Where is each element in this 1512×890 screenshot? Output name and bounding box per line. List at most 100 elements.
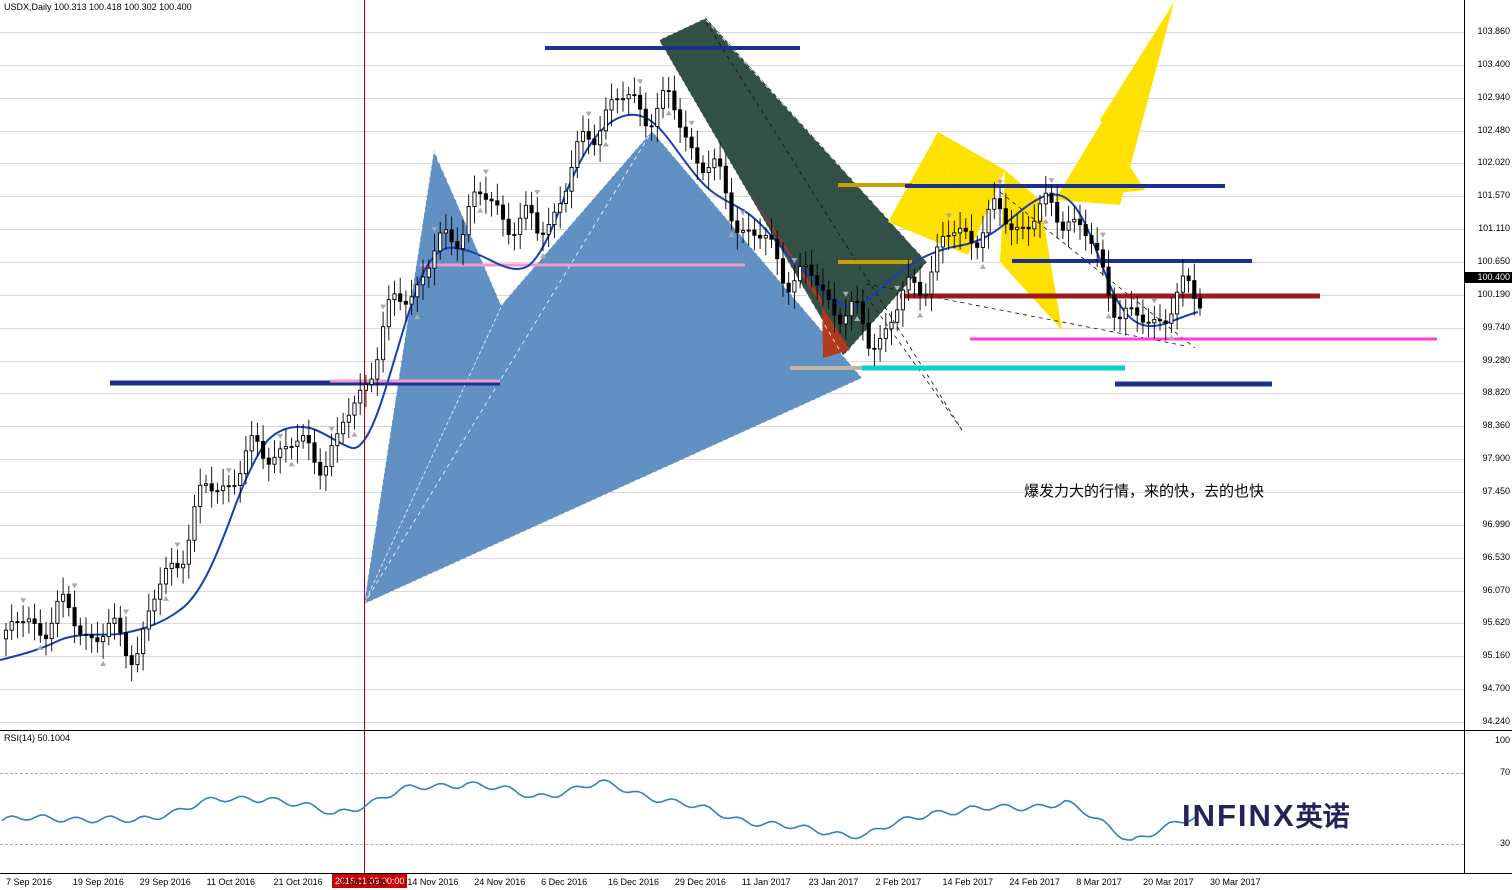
candle-body	[958, 227, 963, 234]
candle-body	[632, 94, 637, 97]
price-gridline	[0, 492, 1464, 493]
rsi-axis[interactable]	[1464, 731, 1512, 874]
vertical-marker-label: 2016.11.09 00:00	[332, 874, 408, 888]
fractal-marker	[37, 644, 44, 650]
candle-body	[700, 162, 706, 173]
price-tick: 96.070	[1482, 584, 1510, 595]
rsi-title: RSI(14) 50.1004	[4, 733, 71, 743]
last-price-label: 100.400	[1464, 272, 1512, 283]
fractal-marker	[894, 285, 901, 291]
candle-body	[1049, 192, 1054, 203]
candle-body	[512, 234, 517, 236]
fractal-markers	[20, 79, 1175, 666]
candle-body	[1140, 314, 1145, 323]
candle-body	[1123, 307, 1128, 320]
candle-body	[409, 296, 414, 305]
candle-body	[500, 204, 506, 220]
time-tick: 29 Sep 2016	[139, 877, 191, 887]
candle-body	[683, 126, 688, 138]
candle-body	[878, 337, 883, 350]
price-tick: 97.450	[1482, 486, 1510, 496]
candle-body	[169, 562, 174, 569]
candle-body	[49, 622, 54, 639]
candle-body	[335, 433, 340, 447]
fractal-marker	[1099, 232, 1106, 238]
price-tick: 95.160	[1482, 650, 1510, 661]
candle-body	[752, 229, 757, 236]
candle-body	[106, 622, 111, 638]
price-tick: 99.280	[1482, 354, 1510, 365]
fractal-marker	[739, 210, 746, 216]
candle-body	[43, 634, 49, 640]
price-tick: 95.620	[1482, 617, 1510, 628]
candle-body	[386, 299, 391, 328]
candle-body	[849, 300, 854, 317]
candle-body	[55, 600, 60, 624]
time-tick: 7 Sep 2016	[6, 877, 53, 887]
candle-body	[803, 264, 808, 267]
fractal-marker	[100, 660, 107, 666]
candle-body	[329, 445, 334, 467]
candle-body	[1197, 298, 1203, 309]
candle-body	[1026, 226, 1031, 230]
candle-body	[1175, 291, 1180, 315]
candle-body	[872, 347, 877, 350]
projection-lines	[705, 21, 1196, 431]
candle-body	[940, 235, 945, 248]
rsi-tick: 100	[1494, 735, 1510, 745]
candle-body	[563, 190, 568, 205]
candle-body	[466, 206, 471, 236]
candle-body	[900, 289, 905, 311]
candle-body	[266, 457, 271, 465]
price-tick: 99.740	[1482, 321, 1510, 332]
candle-body	[695, 147, 700, 164]
candle-body	[255, 435, 260, 442]
candle-body	[146, 610, 151, 630]
candle-body	[1112, 294, 1117, 318]
rsi-tick: 30	[1499, 838, 1510, 848]
candle-body	[986, 208, 991, 234]
candle-body	[523, 204, 528, 219]
candle-body	[638, 94, 643, 110]
logo-text-cn: 英诺	[1295, 802, 1350, 832]
price-gridline	[0, 590, 1464, 592]
candle-body	[21, 621, 26, 624]
candle-body	[163, 567, 169, 585]
candle-body	[83, 633, 89, 636]
candle-body	[655, 107, 660, 127]
time-tick: 6 Dec 2016	[541, 877, 588, 887]
candle-body	[1060, 221, 1065, 231]
candle-body	[1055, 201, 1060, 223]
price-gridline	[0, 524, 1464, 526]
time-tick: 24 Feb 2017	[1009, 877, 1060, 887]
candle-body	[855, 300, 860, 303]
chart-title: USDX,Daily 100.313 100.418 100.302 100.4…	[4, 2, 192, 12]
candle-body	[626, 94, 631, 100]
candle-body	[735, 220, 740, 233]
candle-body	[860, 301, 865, 324]
candle-body	[1037, 203, 1043, 222]
candle-body	[775, 238, 780, 260]
price-tick-labels: 103.860 103.400 102.940 102.480 102.020 101.5…	[1464, 0, 1512, 730]
candle-body	[929, 271, 934, 295]
candle-body	[963, 227, 968, 232]
fractal-marker	[288, 461, 295, 467]
candle-body	[649, 125, 654, 128]
time-tick: 11 Jan 2017	[741, 877, 791, 887]
rsi-line	[1, 779, 1199, 841]
price-axis[interactable]	[1464, 0, 1512, 730]
time-tick: 19 Sep 2016	[72, 877, 124, 887]
time-tick: 23 Jan 2017	[808, 877, 859, 887]
candle-body	[1032, 220, 1037, 230]
time-tick: 29 Dec 2016	[674, 877, 726, 887]
candle-body	[1020, 226, 1025, 229]
candle-body	[175, 562, 180, 569]
candle-body	[346, 414, 351, 423]
price-gridline	[0, 459, 1464, 461]
candle-body	[181, 563, 186, 569]
candle-body	[495, 200, 500, 206]
candle-body	[489, 198, 494, 202]
time-axis[interactable]: 7 Sep 2016 19 Sep 2016 29 Sep 2016 11 Oct 2…	[0, 873, 1512, 889]
fractal-marker	[979, 263, 986, 269]
